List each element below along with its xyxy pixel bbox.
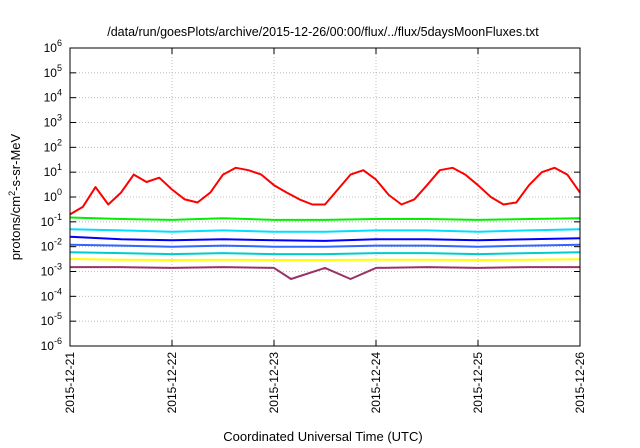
chart-title: /data/run/goesPlots/archive/2015-12-26/0… bbox=[107, 25, 539, 39]
y-tick-label-base: 10 bbox=[44, 91, 58, 105]
y-tick-label: 10-5 bbox=[41, 311, 62, 328]
series-line bbox=[69, 243, 581, 248]
y-tick-label-base: 10 bbox=[44, 165, 58, 179]
x-tick-label: 2015-12-23 bbox=[267, 352, 281, 414]
y-tick-label-base: 10 bbox=[41, 240, 55, 254]
y-axis-label: protons/cm2-s-sr-MeV bbox=[7, 133, 23, 260]
y-tick-label-exponent: 2 bbox=[57, 137, 62, 147]
x-tick-labels: 2015-12-21 2015-12-22 2015-12-23 2015-12-24… bbox=[63, 352, 587, 414]
y-tick-label-base: 10 bbox=[41, 289, 55, 303]
y-tick-label: 10-1 bbox=[41, 212, 62, 229]
y-tick-label: 104 bbox=[44, 88, 62, 105]
axis-ticks bbox=[69, 47, 581, 347]
y-tick-label-base: 10 bbox=[44, 41, 58, 55]
y-tick-label: 105 bbox=[44, 63, 62, 80]
y-tick-label-exponent: -1 bbox=[54, 212, 62, 222]
y-tick-label-exponent: 4 bbox=[57, 88, 62, 98]
y-tick-label: 10-2 bbox=[41, 237, 62, 254]
y-tick-label-exponent: -2 bbox=[54, 237, 62, 247]
y-tick-label: 10-4 bbox=[41, 286, 62, 303]
y-tick-labels: 10610510410310210110010-110-210-310-410-… bbox=[41, 38, 62, 353]
y-tick-label: 10-3 bbox=[41, 262, 62, 279]
y-tick-label-base: 10 bbox=[44, 66, 58, 80]
x-axis-label: Coordinated Universal Time (UTC) bbox=[223, 429, 422, 444]
y-tick-label: 101 bbox=[44, 162, 62, 179]
y-tick-label: 102 bbox=[44, 137, 62, 154]
y-tick-label: 100 bbox=[44, 187, 62, 204]
y-tick-label-base: 10 bbox=[41, 265, 55, 279]
series-line bbox=[69, 216, 581, 221]
y-tick-label-exponent: 5 bbox=[57, 63, 62, 73]
y-tick-label-exponent: 3 bbox=[57, 113, 62, 123]
y-tick-label-exponent: -4 bbox=[54, 286, 62, 296]
y-tick-label-base: 10 bbox=[41, 215, 55, 229]
x-tick-label: 2015-12-21 bbox=[63, 352, 77, 414]
series-line bbox=[69, 228, 581, 233]
x-tick-label: 2015-12-22 bbox=[165, 352, 179, 414]
y-tick-label-exponent: -3 bbox=[54, 262, 62, 272]
y-tick-label-base: 10 bbox=[41, 314, 55, 328]
y-axis-label-pre: protons/cm bbox=[8, 196, 23, 260]
y-axis-label-sup: 2 bbox=[7, 191, 17, 196]
x-tick-label: 2015-12-25 bbox=[471, 352, 485, 414]
data-series bbox=[69, 166, 581, 280]
y-tick-label-exponent: -6 bbox=[54, 336, 62, 346]
series-line bbox=[69, 166, 581, 216]
series-line bbox=[69, 251, 581, 256]
x-tick-label: 2015-12-26 bbox=[573, 352, 587, 414]
series-line bbox=[70, 266, 580, 280]
series-line bbox=[69, 258, 581, 261]
y-tick-label: 10-6 bbox=[41, 336, 62, 353]
y-tick-label-base: 10 bbox=[44, 116, 58, 130]
y-tick-label-base: 10 bbox=[44, 140, 58, 154]
y-tick-label-exponent: 0 bbox=[57, 187, 62, 197]
y-tick-label-exponent: 1 bbox=[57, 162, 62, 172]
y-axis-label-post: -s-sr-MeV bbox=[8, 133, 23, 190]
y-tick-label-base: 10 bbox=[41, 339, 55, 353]
y-tick-label-base: 10 bbox=[44, 190, 58, 204]
x-tick-label: 2015-12-24 bbox=[369, 352, 383, 414]
series-line bbox=[69, 235, 581, 242]
y-tick-label: 106 bbox=[44, 38, 62, 55]
y-tick-label: 103 bbox=[44, 113, 62, 130]
y-tick-label-exponent: 6 bbox=[57, 38, 62, 48]
y-tick-label-exponent: -5 bbox=[54, 311, 62, 321]
